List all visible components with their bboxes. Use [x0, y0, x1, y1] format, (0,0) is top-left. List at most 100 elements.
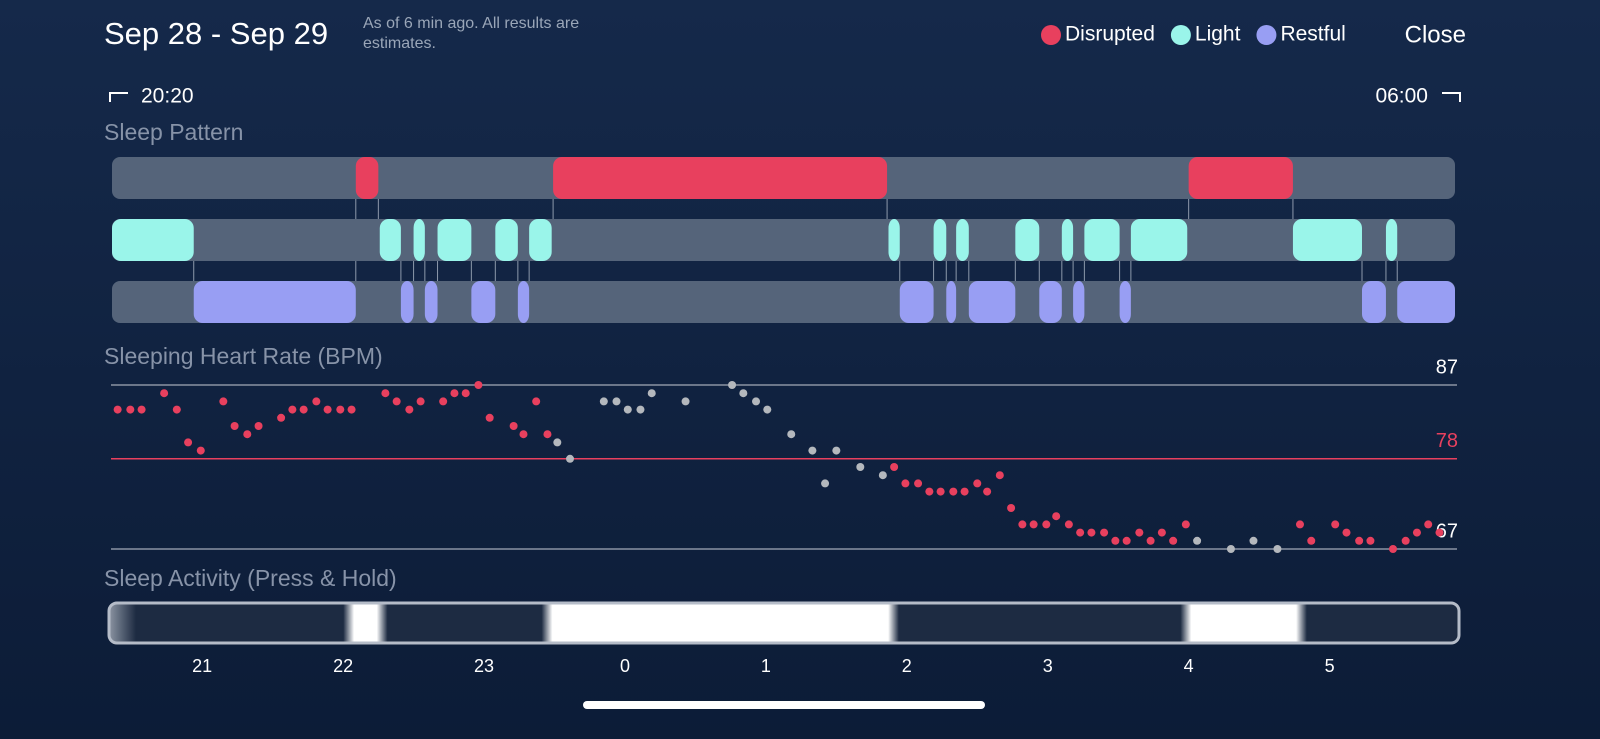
hr-dot: [299, 405, 308, 414]
x-tick-label: 23: [474, 656, 494, 676]
stage-segment: [1084, 219, 1120, 261]
hr-dot: [949, 487, 958, 496]
legend-dot: [1041, 25, 1061, 45]
hr-dot: [1366, 536, 1375, 545]
hr-dot: [1064, 520, 1073, 529]
stage-segment: [1119, 281, 1131, 323]
hr-dot: [832, 446, 841, 455]
stage-segment: [968, 281, 1016, 323]
hr-dot: [1169, 536, 1178, 545]
hr-dot: [474, 381, 483, 389]
stage-segment: [553, 157, 888, 199]
hr-dot: [1042, 520, 1051, 529]
stage-segment: [1061, 219, 1074, 261]
stage-segment: [1073, 281, 1085, 323]
hr-dot: [439, 397, 448, 406]
hr-dot: [763, 405, 772, 414]
hr-dot: [856, 463, 865, 471]
stage-track: [112, 219, 1455, 261]
hr-dot: [450, 389, 459, 398]
hr-dot: [243, 430, 252, 439]
hr-dot: [973, 479, 982, 488]
section-title: Sleep Pattern: [104, 119, 243, 145]
hr-dot: [485, 413, 494, 422]
hr-dot: [1018, 520, 1027, 529]
y-tick-label: 67: [1436, 520, 1458, 542]
hr-dot: [277, 413, 286, 422]
end-time: 06:00: [1375, 85, 1428, 108]
hr-dot: [901, 479, 910, 488]
hr-dot: [995, 471, 1004, 480]
stage-segment: [1188, 157, 1293, 199]
hr-dot: [1111, 536, 1120, 545]
hr-dot: [1226, 545, 1235, 553]
hr-dot: [983, 487, 992, 496]
hr-dot: [612, 397, 621, 406]
hr-dot: [1249, 536, 1258, 545]
legend-label: Light: [1195, 23, 1241, 46]
close-button[interactable]: Close: [1405, 21, 1466, 48]
range-brackets: [109, 92, 1461, 102]
hr-dot: [821, 479, 830, 488]
hr-dot: [1295, 520, 1304, 529]
hr-dot: [1135, 528, 1144, 537]
hr-dot: [172, 405, 181, 414]
hr-dot: [126, 405, 135, 414]
stage-segment: [529, 219, 552, 261]
hr-dot: [219, 397, 228, 406]
title: Sep 28 - Sep 29: [104, 16, 328, 51]
hr-dot: [312, 397, 321, 406]
hr-dot: [1307, 536, 1316, 545]
hr-dot: [1029, 520, 1038, 529]
stage-segment: [471, 281, 496, 323]
hr-dot: [752, 397, 761, 406]
stage-segment: [888, 219, 900, 261]
hr-dot: [925, 487, 934, 496]
stage-segment: [424, 281, 438, 323]
hr-dot: [1273, 545, 1282, 553]
x-tick-label: 21: [192, 656, 212, 676]
stage-segment: [933, 219, 947, 261]
x-tick-label: 2: [902, 656, 912, 676]
hr-dot: [416, 397, 425, 406]
hr-dot: [566, 454, 575, 463]
hr-dot: [1087, 528, 1096, 537]
hr-dot: [623, 405, 632, 414]
hr-dot: [647, 389, 656, 398]
hr-dot: [890, 463, 899, 471]
hr-dot: [532, 397, 541, 406]
hr-dot: [347, 405, 356, 414]
hr-dot: [599, 397, 608, 406]
hr-dot: [184, 438, 193, 447]
hr-dot: [381, 389, 390, 398]
stage-segment: [1015, 219, 1040, 261]
hr-dot: [1435, 528, 1444, 537]
note-box: As of 6 min ago. All results are estimat…: [363, 15, 579, 52]
hr-dot: [728, 381, 737, 389]
hr-dot: [1076, 528, 1085, 537]
legend-label: Restful: [1280, 23, 1345, 46]
hr-dot: [196, 446, 205, 455]
stage-segment: [193, 281, 356, 323]
stage-segment: [355, 157, 379, 199]
y-tick-label: 87: [1436, 356, 1458, 378]
hr-dot: [1401, 536, 1410, 545]
hr-dot: [1181, 520, 1190, 529]
section-title: Sleeping Heart Rate (BPM): [104, 343, 383, 369]
hr-dot: [787, 430, 796, 439]
stage-segment: [112, 219, 194, 261]
hr-dot: [1342, 528, 1351, 537]
stage-segment: [379, 219, 401, 261]
hr-dot: [137, 405, 146, 414]
hr-dot: [808, 446, 817, 455]
start-time: 20:20: [141, 85, 194, 108]
hr-dot: [1388, 545, 1397, 553]
x-tick-label: 22: [333, 656, 353, 676]
stage-segment: [1397, 281, 1455, 323]
hr-dot: [1412, 528, 1421, 537]
hr-dot: [509, 422, 518, 430]
stage-segment: [1130, 219, 1188, 261]
hr-dot: [1007, 504, 1016, 512]
